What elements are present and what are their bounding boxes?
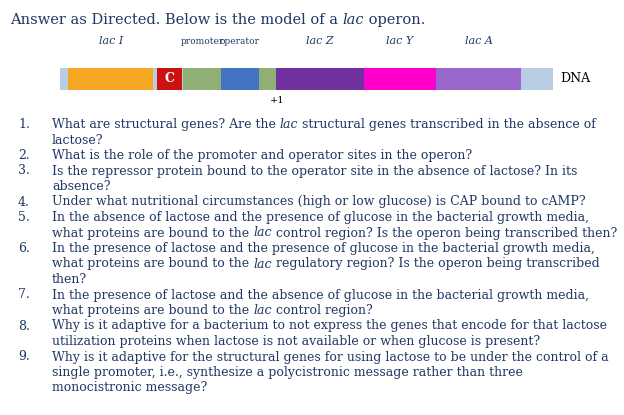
Text: Is the repressor protein bound to the operator site in the absence of lactose? I: Is the repressor protein bound to the op… bbox=[52, 164, 577, 178]
Bar bbox=[221, 68, 259, 90]
Text: promoter: promoter bbox=[180, 37, 223, 46]
Text: what proteins are bound to the: what proteins are bound to the bbox=[52, 304, 253, 317]
Bar bbox=[276, 68, 364, 90]
Text: lac Z: lac Z bbox=[306, 36, 334, 46]
Text: Why is it adaptive for a bacterium to not express the genes that encode for that: Why is it adaptive for a bacterium to no… bbox=[52, 320, 607, 332]
Text: utilization proteins when lactose is not available or when glucose is present?: utilization proteins when lactose is not… bbox=[52, 335, 540, 348]
Text: lac Y: lac Y bbox=[386, 36, 414, 46]
Text: lac I: lac I bbox=[99, 36, 123, 46]
Text: control region? Is the operon being transcribed then?: control region? Is the operon being tran… bbox=[271, 227, 617, 239]
Text: control region?: control region? bbox=[271, 304, 373, 317]
Text: what proteins are bound to the: what proteins are bound to the bbox=[52, 227, 253, 239]
Text: absence?: absence? bbox=[52, 180, 110, 193]
Text: lac: lac bbox=[253, 227, 271, 239]
Bar bbox=[157, 68, 182, 90]
Text: Answer as Directed. Below is the model of a: Answer as Directed. Below is the model o… bbox=[10, 13, 343, 27]
Text: In the presence of lactose and the presence of glucose in the bacterial growth m: In the presence of lactose and the prese… bbox=[52, 242, 595, 255]
Text: monocistronic message?: monocistronic message? bbox=[52, 381, 207, 395]
Text: Under what nutritional circumstances (high or low glucose) is CAP bound to cAMP?: Under what nutritional circumstances (hi… bbox=[52, 195, 586, 208]
Text: In the absence of lactose and the presence of glucose in the bacterial growth me: In the absence of lactose and the presen… bbox=[52, 211, 589, 224]
Text: lactose?: lactose? bbox=[52, 134, 104, 146]
Text: 2.: 2. bbox=[18, 149, 30, 162]
Text: what proteins are bound to the: what proteins are bound to the bbox=[52, 257, 253, 271]
Text: single promoter, i.e., synthesize a polycistronic message rather than three: single promoter, i.e., synthesize a poly… bbox=[52, 366, 523, 379]
Bar bbox=[364, 68, 436, 90]
Bar bbox=[68, 68, 153, 90]
Bar bbox=[60, 68, 553, 90]
Bar bbox=[436, 68, 521, 90]
Text: What are structural genes? Are the: What are structural genes? Are the bbox=[52, 118, 280, 131]
Text: lac: lac bbox=[253, 257, 271, 271]
Bar bbox=[183, 68, 221, 90]
Text: lac: lac bbox=[280, 118, 298, 131]
Text: then?: then? bbox=[52, 273, 87, 286]
Text: DNA: DNA bbox=[560, 73, 590, 85]
Text: 8.: 8. bbox=[18, 320, 30, 332]
Text: C: C bbox=[165, 73, 175, 85]
Text: What is the role of the promoter and operator sites in the operon?: What is the role of the promoter and ope… bbox=[52, 149, 472, 162]
Text: 1.: 1. bbox=[18, 118, 30, 131]
Text: In the presence of lactose and the absence of glucose in the bacterial growth me: In the presence of lactose and the absen… bbox=[52, 288, 589, 302]
Text: Why is it adaptive for the structural genes for using lactose to be under the co: Why is it adaptive for the structural ge… bbox=[52, 351, 608, 364]
Text: 4.: 4. bbox=[18, 195, 30, 208]
Text: operator: operator bbox=[220, 37, 260, 46]
Text: operon.: operon. bbox=[364, 13, 426, 27]
Text: 3.: 3. bbox=[18, 164, 30, 178]
Text: 6.: 6. bbox=[18, 242, 30, 255]
Text: lac: lac bbox=[253, 304, 271, 317]
Text: lac A: lac A bbox=[465, 36, 493, 46]
Text: +1: +1 bbox=[270, 96, 285, 105]
Text: lac: lac bbox=[343, 13, 364, 27]
Text: 9.: 9. bbox=[18, 351, 30, 364]
Text: regulatory region? Is the operon being transcribed: regulatory region? Is the operon being t… bbox=[271, 257, 600, 271]
Text: 5.: 5. bbox=[18, 211, 30, 224]
Bar bbox=[259, 68, 276, 90]
Text: structural genes transcribed in the absence of: structural genes transcribed in the abse… bbox=[298, 118, 597, 131]
Text: 7.: 7. bbox=[18, 288, 30, 302]
